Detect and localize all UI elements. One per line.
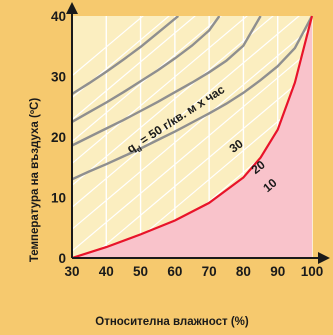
x-tick-labels: 30 40 50 60 70 80 90 100 bbox=[64, 264, 323, 279]
grid-line-diagonal bbox=[72, 48, 312, 252]
y-tick-label: 0 bbox=[58, 251, 66, 266]
axes bbox=[66, 2, 330, 264]
grid-line-diagonal bbox=[312, 0, 333, 268]
x-axis-arrow-icon bbox=[318, 252, 330, 264]
x-tick-label: 30 bbox=[64, 264, 79, 279]
isoline-3 bbox=[72, 16, 221, 123]
x-tick-label: 70 bbox=[202, 264, 217, 279]
y-axis-arrow-icon bbox=[66, 2, 78, 14]
y-tick-labels: 0 10 20 30 40 bbox=[51, 9, 66, 266]
x-tick-label: 80 bbox=[236, 264, 251, 279]
isoline-2 bbox=[72, 16, 262, 147]
y-tick-label: 20 bbox=[51, 130, 66, 145]
grid-line-diagonal bbox=[72, 26, 312, 231]
grid-line-diagonal bbox=[72, 16, 196, 121]
isoline-1 bbox=[72, 16, 312, 181]
comfort-region-fill bbox=[72, 16, 312, 258]
grid-line-diagonal bbox=[72, 16, 170, 99]
x-tick-label: 90 bbox=[270, 264, 285, 279]
x-tick-label: 60 bbox=[167, 264, 182, 279]
isoline-4 bbox=[72, 16, 180, 96]
x-axis-label: Относителна влажност (%) bbox=[95, 316, 249, 328]
y-tick-label: 40 bbox=[51, 9, 66, 24]
grid-line-diagonal bbox=[114, 91, 312, 258]
x-tick-label: 50 bbox=[133, 264, 148, 279]
isoline-curves bbox=[72, 16, 312, 181]
grid-line-diagonal bbox=[72, 16, 274, 187]
y-tick-label: 30 bbox=[51, 70, 66, 85]
grid-line-diagonal bbox=[72, 16, 144, 77]
y-axis-label: Температура на въздуха (ºС) bbox=[29, 98, 41, 262]
grid-line-diagonal bbox=[88, 69, 312, 258]
y-tick-label: 10 bbox=[51, 191, 66, 206]
x-tick-label: 100 bbox=[301, 264, 324, 279]
x-tick-label: 40 bbox=[99, 264, 114, 279]
saturation-curve bbox=[71, 15, 314, 260]
